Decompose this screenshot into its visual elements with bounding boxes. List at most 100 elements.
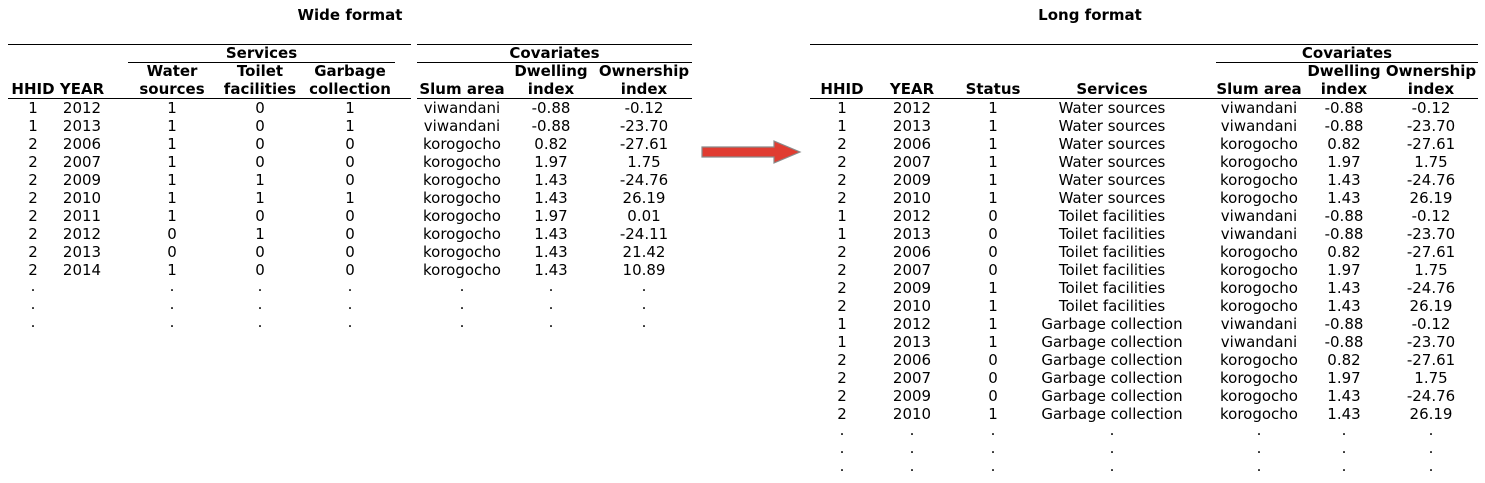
- long-ellipsis-dot: .: [1341, 421, 1347, 439]
- long-table-cell: 1.43: [1327, 297, 1361, 315]
- long-ellipsis-dot: .: [1256, 457, 1262, 475]
- long-table-cell: 2: [837, 171, 847, 189]
- long-table-cell: 1: [837, 315, 847, 333]
- long-ellipsis-dot: .: [839, 421, 845, 439]
- wide-table-cell: 0: [345, 171, 355, 189]
- long-ellipsis-dot: .: [990, 457, 996, 475]
- wide-table-cell: korogocho: [423, 261, 501, 279]
- long-table-cell: korogocho: [1220, 369, 1298, 387]
- long-top-rule: [810, 44, 1478, 45]
- wide-covariates-top-rule: [417, 44, 692, 45]
- long-table-cell: -24.76: [1406, 387, 1456, 405]
- long-table-cell: -0.88: [1324, 117, 1364, 135]
- long-table-cell: -24.76: [1406, 279, 1456, 297]
- long-table-cell: korogocho: [1220, 171, 1298, 189]
- long-table-cell: 1: [837, 99, 847, 117]
- wide-table-cell: 2: [28, 207, 38, 225]
- long-table-cell: 1.75: [1414, 153, 1448, 171]
- long-header-rule: [810, 98, 1478, 99]
- wide-table-cell: korogocho: [423, 135, 501, 153]
- wide-table-cell: korogocho: [423, 225, 501, 243]
- long-table-cell: 1.97: [1327, 369, 1361, 387]
- long-column-header: Ownership: [1385, 62, 1477, 80]
- long-table-cell: 2013: [892, 225, 932, 243]
- wide-table-cell: 1: [345, 189, 355, 207]
- long-ellipsis-dot: .: [909, 421, 915, 439]
- wide-table-cell: 1.75: [627, 153, 661, 171]
- long-table-cell: 1.43: [1327, 189, 1361, 207]
- long-ellipsis-dot: .: [1109, 439, 1115, 457]
- long-table-cell: 1.43: [1327, 279, 1361, 297]
- long-table-cell: 0.82: [1327, 243, 1361, 261]
- wide-table-cell: 0: [255, 153, 265, 171]
- long-table-cell: 1: [837, 117, 847, 135]
- wide-table-cell: 1: [167, 189, 177, 207]
- long-table-cell: 1: [988, 333, 998, 351]
- wide-table-cell: 1: [255, 225, 265, 243]
- wide-table-cell: 1.43: [534, 171, 568, 189]
- long-table-cell: 1.75: [1414, 369, 1448, 387]
- long-ellipsis-dot: .: [990, 421, 996, 439]
- long-table-cell: 2006: [892, 135, 932, 153]
- wide-column-header: HHID: [11, 80, 55, 98]
- long-column-header: YEAR: [889, 80, 935, 98]
- wide-table-cell: 0: [345, 225, 355, 243]
- wide-table-cell: viwandani: [423, 99, 501, 117]
- wide-table-cell: 2: [28, 261, 38, 279]
- long-table-cell: 2: [837, 135, 847, 153]
- long-table-cell: viwandani: [1220, 225, 1298, 243]
- wide-table-cell: 2007: [62, 153, 102, 171]
- long-table-cell: viwandani: [1220, 99, 1298, 117]
- long-table-cell: 26.19: [1409, 405, 1453, 423]
- wide-table-cell: 0: [345, 135, 355, 153]
- wide-table-cell: 1: [167, 207, 177, 225]
- long-table-cell: 0.82: [1327, 351, 1361, 369]
- wide-covariates-rule: [417, 62, 692, 63]
- wide-table-cell: 10.89: [622, 261, 666, 279]
- wide-table-cell: 1: [167, 99, 177, 117]
- wide-table-cell: 1.97: [534, 153, 568, 171]
- long-column-header: HHID: [820, 80, 864, 98]
- wide-table-cell: 2009: [62, 171, 102, 189]
- long-table-cell: 1: [837, 225, 847, 243]
- wide-ellipsis-dot: .: [257, 295, 263, 313]
- long-table-cell: -27.61: [1406, 135, 1456, 153]
- wide-table-cell: -0.88: [531, 117, 571, 135]
- wide-column-header: Ownership: [598, 62, 690, 80]
- long-table-cell: 2012: [892, 99, 932, 117]
- long-format-title: Long format: [1038, 6, 1142, 24]
- long-table-cell: 1: [988, 117, 998, 135]
- long-table-cell: Toilet facilities: [1058, 207, 1166, 225]
- wide-table-cell: 0: [255, 135, 265, 153]
- long-table-cell: 2013: [892, 117, 932, 135]
- long-ellipsis-dot: .: [909, 457, 915, 475]
- long-column-header: Dwelling: [1307, 62, 1381, 80]
- long-table-cell: Garbage collection: [1041, 351, 1183, 369]
- wide-ellipsis-dot: .: [169, 313, 175, 331]
- wide-ellipsis-dot: .: [641, 277, 647, 295]
- long-table-cell: 1.43: [1327, 387, 1361, 405]
- wide-table-cell: korogocho: [423, 171, 501, 189]
- long-table-cell: 1: [837, 333, 847, 351]
- wide-table-cell: 2: [28, 243, 38, 261]
- long-column-header: Services: [1076, 80, 1148, 98]
- long-table-cell: Garbage collection: [1041, 369, 1183, 387]
- long-table-cell: 2007: [892, 153, 932, 171]
- wide-table-cell: 1: [255, 189, 265, 207]
- long-ellipsis-dot: .: [990, 439, 996, 457]
- wide-table-cell: 1.43: [534, 225, 568, 243]
- wide-column-header: Water: [146, 62, 198, 80]
- wide-table-cell: 0: [255, 207, 265, 225]
- wide-ellipsis-dot: .: [347, 313, 353, 331]
- long-table-cell: Toilet facilities: [1058, 279, 1166, 297]
- long-table-cell: 2: [837, 351, 847, 369]
- long-table-cell: 2012: [892, 315, 932, 333]
- long-table-cell: 1.43: [1327, 171, 1361, 189]
- long-column-header: Slum area: [1216, 80, 1302, 98]
- wide-table-cell: 2012: [62, 225, 102, 243]
- wide-table-cell: korogocho: [423, 189, 501, 207]
- long-table-cell: korogocho: [1220, 279, 1298, 297]
- long-table-cell: 1.97: [1327, 261, 1361, 279]
- long-ellipsis-dot: .: [1341, 457, 1347, 475]
- long-table-cell: Toilet facilities: [1058, 243, 1166, 261]
